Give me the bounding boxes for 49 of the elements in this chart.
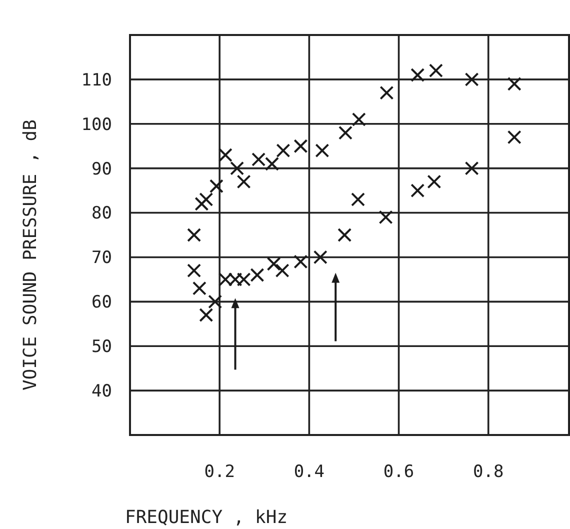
point xyxy=(252,152,266,166)
point xyxy=(209,179,224,194)
point xyxy=(187,228,202,242)
point xyxy=(378,210,393,224)
x-tick-label: 0.6 xyxy=(383,462,414,482)
point xyxy=(351,192,366,206)
y-tick-label: 110 xyxy=(81,70,112,90)
point xyxy=(380,86,394,100)
y-tick-label: 50 xyxy=(92,337,112,358)
y-tick-label: 70 xyxy=(92,248,112,268)
point xyxy=(352,112,366,126)
point xyxy=(428,64,443,78)
point xyxy=(294,254,308,269)
point xyxy=(276,144,290,158)
point xyxy=(507,76,522,91)
point xyxy=(507,130,522,144)
point xyxy=(464,72,479,86)
point xyxy=(275,264,290,278)
point xyxy=(230,161,244,176)
point xyxy=(338,126,352,140)
point xyxy=(218,148,232,162)
point xyxy=(313,250,328,264)
point xyxy=(266,256,281,271)
point xyxy=(315,144,330,158)
point xyxy=(208,294,222,309)
point xyxy=(294,139,308,154)
point xyxy=(187,264,202,278)
y-tick-label: 40 xyxy=(92,382,112,402)
point xyxy=(199,308,214,322)
point xyxy=(236,174,251,189)
x-tick-label: 0.4 xyxy=(294,462,325,482)
point xyxy=(410,184,425,198)
y-tick-label: 90 xyxy=(92,159,112,180)
point xyxy=(199,192,214,206)
point xyxy=(192,281,206,296)
point xyxy=(338,228,352,242)
point xyxy=(194,196,209,211)
x-axis-title: FREQUENCY , kHz xyxy=(125,507,288,528)
point xyxy=(464,161,479,176)
x-tick-label: 0.8 xyxy=(473,462,504,482)
y-tick-label: 80 xyxy=(92,204,112,224)
point xyxy=(410,68,425,82)
point xyxy=(265,156,280,171)
x-tick-label: 0.2 xyxy=(204,462,235,482)
y-tick-label: 60 xyxy=(92,292,112,313)
y-tick-label: 100 xyxy=(81,114,112,135)
y-axis-title: VOICE SOUND PRESSURE , dB xyxy=(20,120,41,390)
point xyxy=(250,268,264,282)
point xyxy=(427,174,442,189)
